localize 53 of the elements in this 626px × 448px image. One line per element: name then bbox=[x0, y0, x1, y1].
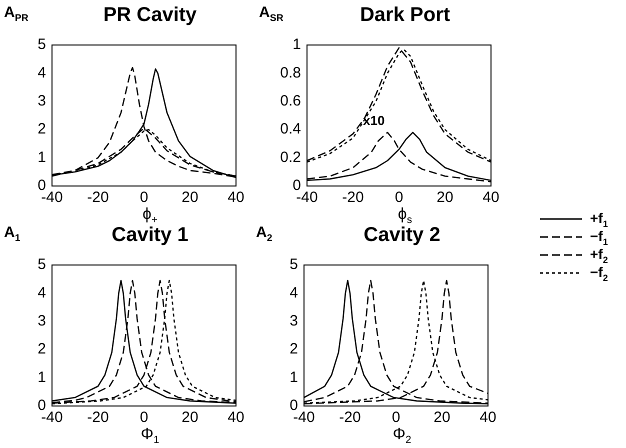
y-tick-label: 0.4 bbox=[280, 120, 301, 138]
legend-label: +f$_{2}$ bbox=[590, 246, 608, 264]
x-tick-label: 0 bbox=[140, 409, 148, 426]
y-tick-label: 4 bbox=[38, 64, 46, 82]
y-tick-label: 5 bbox=[38, 36, 46, 54]
x-tick-label: -20 bbox=[342, 189, 364, 206]
y-tick-label: 0.8 bbox=[280, 64, 301, 82]
legend-label: −f$_{2}$ bbox=[590, 264, 608, 282]
x-tick-label: 20 bbox=[436, 189, 454, 206]
x-tick-label: 0 bbox=[392, 409, 400, 426]
x-axis-title: ϕ$_{s}$ bbox=[398, 206, 412, 226]
x-tick-label: 40 bbox=[482, 189, 500, 206]
x-axis-title: Φ$_{2}$ bbox=[392, 426, 412, 446]
chart-title: Cavity 2 bbox=[362, 224, 442, 247]
y-tick-label: 0.6 bbox=[280, 92, 301, 110]
x-tick-label: 20 bbox=[182, 189, 198, 206]
y-tick-label: 4 bbox=[290, 284, 298, 302]
y-tick-label: 3 bbox=[38, 92, 46, 110]
x-tick-label: -20 bbox=[87, 189, 109, 206]
y-tick-label: 2 bbox=[38, 120, 46, 138]
x-tick-label: 40 bbox=[228, 189, 244, 206]
annotation: x10 bbox=[363, 113, 385, 128]
y-tick-label: 0.2 bbox=[280, 148, 301, 166]
chart-title: Dark Port bbox=[358, 4, 452, 27]
chart-title: PR Cavity bbox=[102, 4, 198, 27]
y-tick-label: 1 bbox=[290, 368, 298, 386]
y-tick-label: 3 bbox=[290, 312, 298, 330]
legend-label: +f$_{1}$ bbox=[590, 210, 608, 228]
y-axis-title: A$_{PR}$ bbox=[4, 4, 28, 24]
x-axis-title: Φ$_{1}$ bbox=[140, 426, 160, 446]
y-tick-label: 1 bbox=[38, 148, 46, 166]
legend-label: −f$_{1}$ bbox=[590, 228, 608, 246]
x-tick-label: 0 bbox=[140, 189, 148, 206]
x-axis-title: ϕ$_{+}$ bbox=[142, 206, 158, 226]
y-axis-title: A$_{SR}$ bbox=[259, 4, 284, 24]
x-tick-label: 0 bbox=[394, 189, 404, 206]
y-tick-label: 1 bbox=[292, 36, 301, 54]
x-tick-label: -20 bbox=[87, 409, 109, 426]
y-axis-title: A$_{1}$ bbox=[4, 224, 20, 244]
y-tick-label: 2 bbox=[290, 340, 298, 358]
y-tick-label: 2 bbox=[38, 340, 46, 358]
y-tick-label: 5 bbox=[38, 256, 46, 274]
x-tick-label: 20 bbox=[434, 409, 450, 426]
x-tick-label: 40 bbox=[480, 409, 496, 426]
x-tick-label: -20 bbox=[339, 409, 361, 426]
y-tick-label: 5 bbox=[290, 256, 298, 274]
y-tick-label: 4 bbox=[38, 284, 46, 302]
y-axis-title: A$_{2}$ bbox=[256, 224, 272, 244]
y-tick-label: 3 bbox=[38, 312, 46, 330]
chart-title: Cavity 1 bbox=[112, 224, 188, 246]
y-tick-label: 1 bbox=[38, 368, 46, 386]
x-tick-label: 20 bbox=[182, 409, 198, 426]
x-tick-label: 40 bbox=[228, 409, 244, 426]
